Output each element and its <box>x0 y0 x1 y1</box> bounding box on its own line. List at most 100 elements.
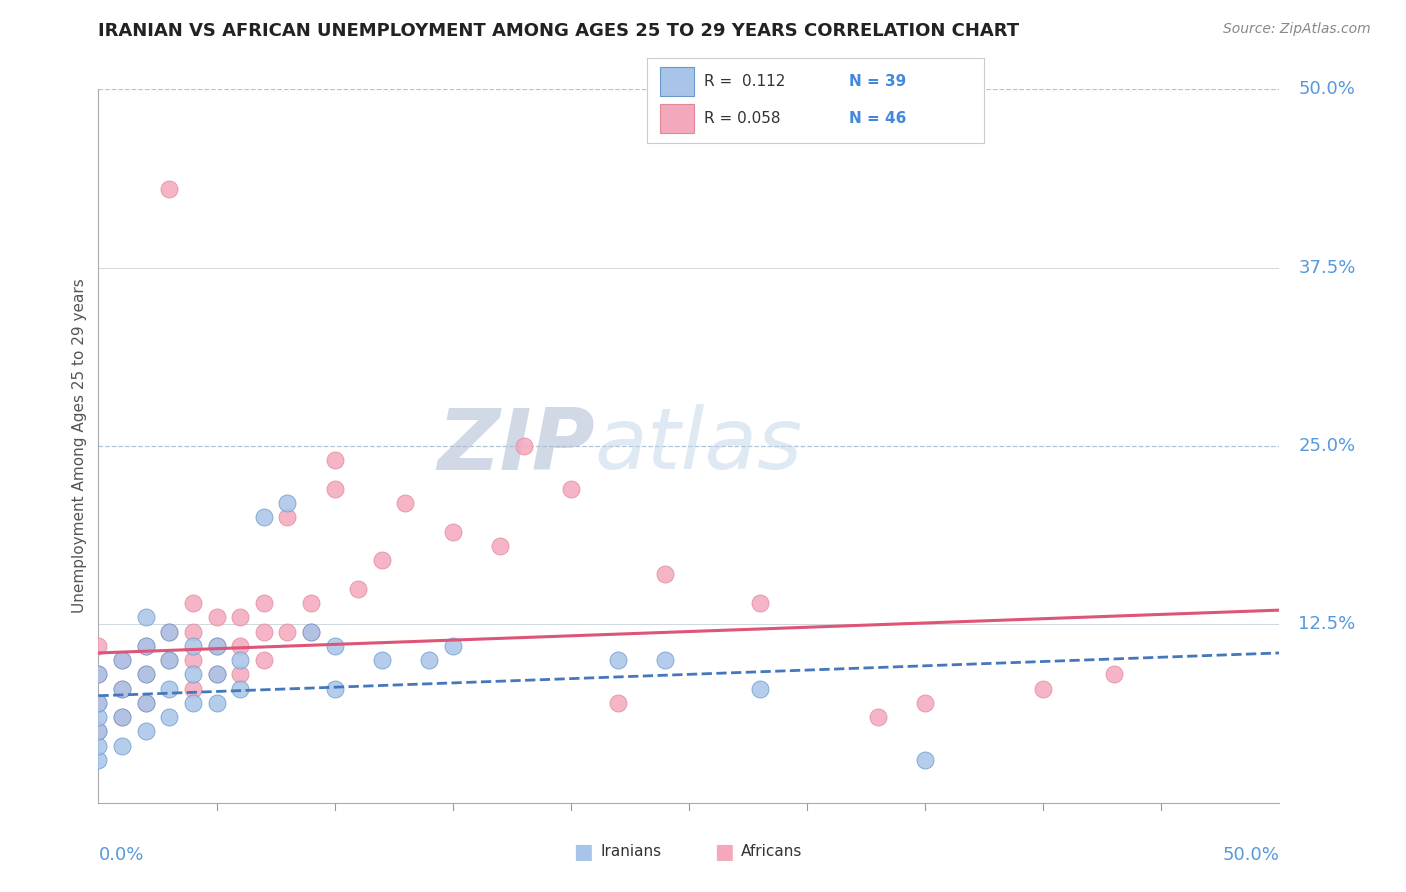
Point <box>111 710 134 724</box>
Point <box>87 667 110 681</box>
Point <box>607 696 630 710</box>
Point <box>181 696 204 710</box>
Point <box>181 639 204 653</box>
Point <box>748 681 770 696</box>
Point <box>253 653 276 667</box>
Text: 0.0%: 0.0% <box>98 846 143 863</box>
Point <box>181 596 204 610</box>
Point <box>418 653 440 667</box>
Point <box>299 624 322 639</box>
Point <box>253 596 276 610</box>
Point <box>394 496 416 510</box>
Point <box>181 667 204 681</box>
Text: Iranians: Iranians <box>600 845 661 859</box>
Point <box>135 610 157 624</box>
Text: 50.0%: 50.0% <box>1298 80 1355 98</box>
Point <box>748 596 770 610</box>
Point <box>157 681 180 696</box>
Point <box>87 739 110 753</box>
Point <box>157 624 180 639</box>
Text: atlas: atlas <box>595 404 803 488</box>
Point <box>323 681 346 696</box>
Text: 50.0%: 50.0% <box>1223 846 1279 863</box>
Point <box>111 681 134 696</box>
Text: 25.0%: 25.0% <box>1298 437 1355 455</box>
Point <box>253 510 276 524</box>
Point <box>135 667 157 681</box>
Point <box>157 182 180 196</box>
Point <box>181 681 204 696</box>
Point <box>181 624 204 639</box>
Point <box>229 653 252 667</box>
Point <box>276 510 298 524</box>
Point <box>181 653 204 667</box>
Point <box>205 639 228 653</box>
Point <box>135 639 157 653</box>
Text: ■: ■ <box>574 842 593 862</box>
Point <box>229 681 252 696</box>
Point <box>111 710 134 724</box>
Point <box>229 610 252 624</box>
Point <box>914 696 936 710</box>
Text: IRANIAN VS AFRICAN UNEMPLOYMENT AMONG AGES 25 TO 29 YEARS CORRELATION CHART: IRANIAN VS AFRICAN UNEMPLOYMENT AMONG AG… <box>98 22 1019 40</box>
Point <box>135 667 157 681</box>
Point <box>1032 681 1054 696</box>
Point <box>914 753 936 767</box>
Bar <box>661 67 695 96</box>
Point <box>607 653 630 667</box>
Point <box>157 624 180 639</box>
Point <box>654 653 676 667</box>
Text: R = 0.058: R = 0.058 <box>704 111 780 126</box>
Point <box>229 667 252 681</box>
Point <box>157 653 180 667</box>
Point <box>87 753 110 767</box>
Point <box>87 696 110 710</box>
Point <box>111 653 134 667</box>
Point <box>323 639 346 653</box>
Point <box>441 524 464 539</box>
Point <box>253 624 276 639</box>
Text: ZIP: ZIP <box>437 404 595 488</box>
Text: 12.5%: 12.5% <box>1298 615 1355 633</box>
Point <box>135 696 157 710</box>
Point <box>276 496 298 510</box>
Point <box>87 639 110 653</box>
Point <box>87 724 110 739</box>
Point <box>441 639 464 653</box>
Point <box>371 553 394 567</box>
Point <box>205 610 228 624</box>
Y-axis label: Unemployment Among Ages 25 to 29 years: Unemployment Among Ages 25 to 29 years <box>72 278 87 614</box>
Text: Source: ZipAtlas.com: Source: ZipAtlas.com <box>1223 22 1371 37</box>
Point <box>111 739 134 753</box>
Point <box>866 710 889 724</box>
Point <box>276 624 298 639</box>
Point <box>654 567 676 582</box>
Text: 37.5%: 37.5% <box>1298 259 1355 277</box>
Point <box>87 724 110 739</box>
Point <box>157 710 180 724</box>
Point <box>323 482 346 496</box>
Point <box>157 653 180 667</box>
Point <box>489 539 512 553</box>
Point <box>205 667 228 681</box>
Text: N = 39: N = 39 <box>849 74 907 89</box>
Point <box>87 710 110 724</box>
Point <box>205 696 228 710</box>
Point <box>299 624 322 639</box>
Point <box>299 596 322 610</box>
Point <box>135 724 157 739</box>
Text: ■: ■ <box>714 842 734 862</box>
Point <box>111 681 134 696</box>
Point <box>560 482 582 496</box>
Text: N = 46: N = 46 <box>849 111 907 126</box>
Point <box>135 696 157 710</box>
Point <box>512 439 534 453</box>
Point <box>323 453 346 467</box>
Point <box>135 639 157 653</box>
Text: Africans: Africans <box>741 845 803 859</box>
Point <box>1102 667 1125 681</box>
Bar <box>661 103 695 133</box>
Point <box>87 696 110 710</box>
Point <box>371 653 394 667</box>
Point <box>205 667 228 681</box>
